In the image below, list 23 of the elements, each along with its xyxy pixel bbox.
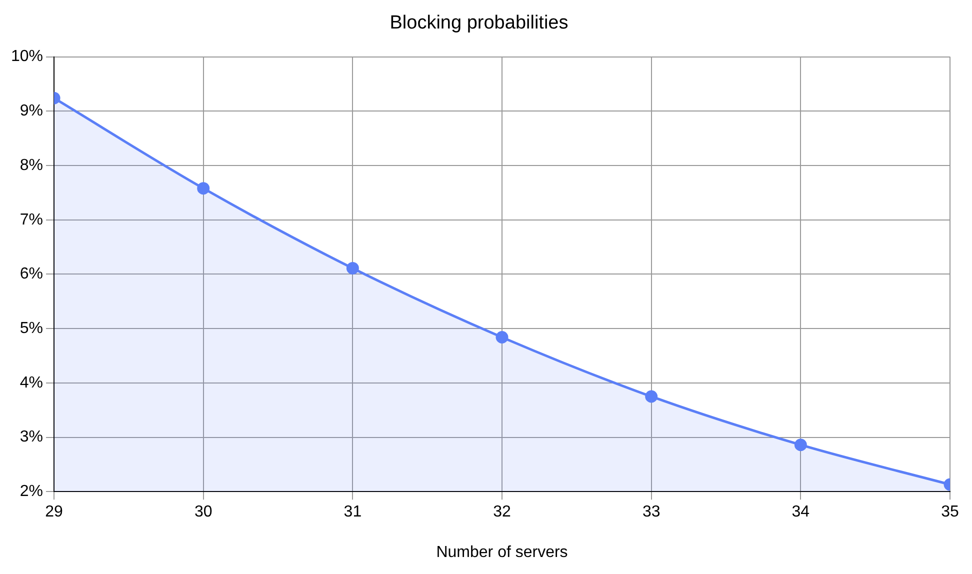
point <box>496 330 508 344</box>
x-tick-label: 35 <box>941 504 959 521</box>
point <box>346 262 359 274</box>
y-tick-label: 10% <box>10 48 44 66</box>
y-tick-label: 3% <box>20 428 44 446</box>
x-tick-label: 34 <box>792 504 810 521</box>
x-axis-title: Number of servers <box>436 544 568 561</box>
y-tick-label: 5% <box>20 320 44 337</box>
y-tick-label: 6% <box>20 266 44 283</box>
y-tick-label: 9% <box>20 102 44 120</box>
y-tick-label: 7% <box>20 211 44 228</box>
y-tick-label: 4% <box>20 374 44 392</box>
x-tick-label: 29 <box>45 504 64 521</box>
x-tick-label: 30 <box>194 504 212 521</box>
point <box>794 438 807 452</box>
chart-title: Blocking probabilities <box>390 12 568 34</box>
point <box>197 182 210 195</box>
x-tick-label: 31 <box>344 504 362 521</box>
y-tick-label: 8% <box>20 156 44 174</box>
x-tick-label: 33 <box>642 504 660 521</box>
x-tick-label: 32 <box>493 504 512 521</box>
y-tick-label: 2% <box>20 483 44 500</box>
point <box>645 390 658 403</box>
